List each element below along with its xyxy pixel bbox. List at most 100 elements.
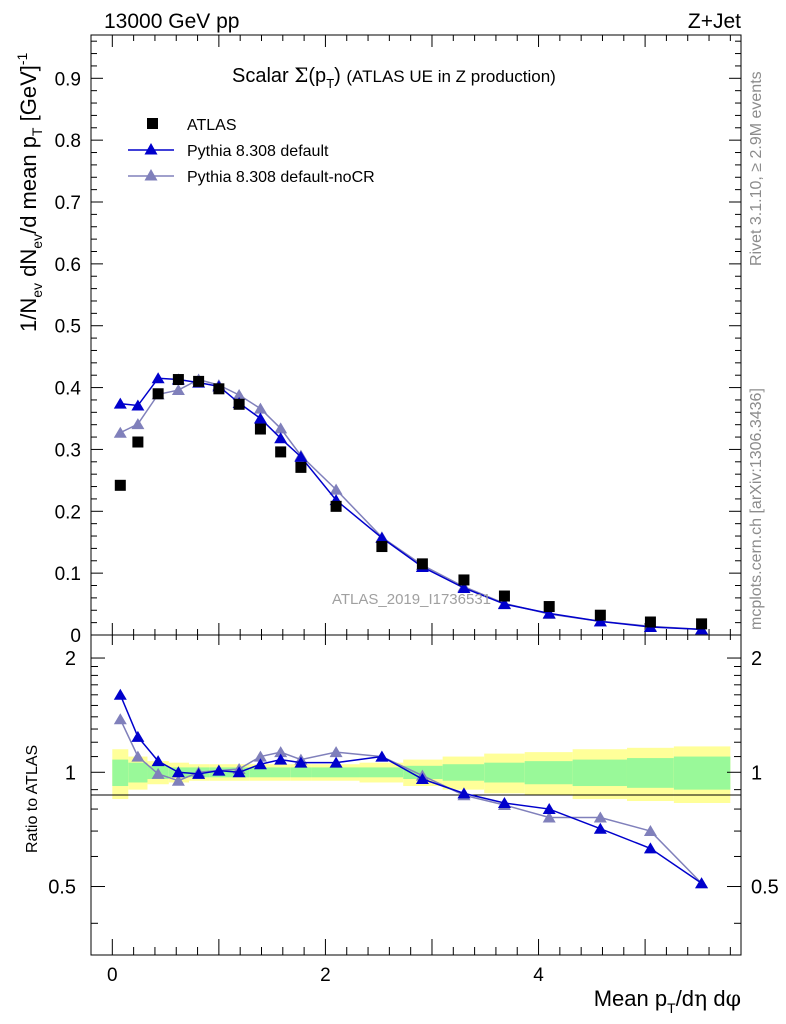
ratio-nocr-point	[113, 713, 127, 725]
band-inner-segment	[128, 762, 148, 783]
main-y-axis-label: 1/Nev dNev/d mean pT [GeV]-1	[14, 52, 45, 332]
energy-label: 13000 GeV pp	[104, 10, 239, 33]
ratio-nocr-point	[151, 767, 165, 779]
ratio-nocr-point	[643, 825, 657, 837]
main-y-tick-label: 0.7	[55, 193, 81, 214]
ratio-default-point	[415, 773, 429, 785]
ratio-y-tick-label-right: 1	[751, 762, 762, 784]
ratio-default-point	[192, 767, 206, 779]
main-default-point	[131, 399, 145, 411]
main-y-tick-label: 0	[70, 626, 81, 647]
band-inner-segment	[290, 767, 312, 778]
band-inner-segment	[249, 767, 271, 778]
ratio-default-point	[457, 787, 471, 799]
main-atlas-point	[295, 461, 307, 473]
band-inner-segment	[311, 767, 360, 778]
ratio-nocr-point	[274, 746, 288, 758]
x-tick-label: 2	[320, 965, 331, 986]
main-atlas-point	[376, 541, 388, 553]
band-inner-segment	[112, 759, 129, 787]
main-atlas-point	[172, 374, 184, 386]
analysis-watermark: ATLAS_2019_I1736531	[332, 591, 491, 608]
legend: ATLAS Pythia 8.308 default Pythia 8.308 …	[128, 117, 375, 186]
x-tick-label: 0	[107, 965, 118, 986]
main-atlas-point	[132, 436, 144, 448]
ratio-y-tick-label: 0.5	[48, 877, 76, 899]
process-label: Z+Jet	[688, 10, 741, 33]
ratio-y-tick-label: 1	[65, 762, 76, 784]
main-y-tick-label: 0.6	[55, 255, 81, 276]
band-inner-segment	[673, 756, 731, 790]
ratio-default-point	[131, 730, 145, 742]
main-default-point	[253, 412, 267, 424]
main-y-tick-label: 0.9	[55, 69, 81, 90]
main-atlas-point	[193, 375, 205, 387]
ratio-nocr-line	[119, 718, 703, 884]
ratio-y-tick-label: 2	[65, 648, 76, 670]
rivet-version-label: Rivet 3.1.10, ≥ 2.9M events	[748, 71, 765, 266]
main-nocr-point	[253, 402, 267, 414]
main-chart-title: Scalar Σ(pT) (ATLAS UE in Z production)	[232, 63, 556, 91]
ratio-default-point	[643, 842, 657, 854]
band-inner-segment	[524, 761, 573, 785]
main-default-point	[274, 432, 288, 444]
main-axes: 0 0.1 0.2 0.3 0.4 0.5 0.6 0.7 0.8 0.9	[55, 35, 741, 647]
ratio-default-point	[542, 803, 556, 815]
main-atlas-point	[644, 616, 656, 628]
ratio-nocr-point	[131, 750, 145, 762]
main-default-point	[497, 598, 511, 610]
ratio-default-point	[593, 822, 607, 834]
ratio-nocr-point	[542, 811, 556, 823]
band-inner-segment	[626, 758, 674, 788]
band-inner-segment	[359, 767, 404, 778]
mcplots-label: mcplots.cern.ch [arXiv:1306.3436]	[748, 388, 765, 630]
ratio-default-point	[695, 877, 709, 889]
ratio-nocr-point	[253, 750, 267, 762]
main-atlas-point	[233, 398, 245, 410]
ratio-default-point	[294, 756, 308, 768]
ratio-nocr-point	[329, 746, 343, 758]
band-inner-segment	[270, 767, 291, 778]
ratio-nocr-point	[171, 774, 185, 786]
legend-nocr-label: Pythia 8.308 default-noCR	[187, 169, 375, 186]
main-default-point	[375, 531, 389, 543]
band-inner-segment	[484, 762, 525, 783]
main-y-tick-label: 0.1	[55, 564, 81, 585]
main-y-tick-label: 0.5	[55, 317, 81, 338]
ratio-default-point	[113, 688, 127, 700]
ratio-default-point	[274, 753, 288, 765]
main-nocr-point	[274, 422, 288, 434]
main-default-point	[542, 607, 556, 619]
main-nocr-point	[171, 384, 185, 396]
x-tick-label: 4	[533, 965, 544, 986]
ratio-default-point	[212, 764, 226, 776]
main-default-point	[593, 615, 607, 627]
ratio-y-tick-label-right: 0.5	[751, 877, 779, 899]
ratio-default-point	[171, 766, 185, 778]
x-axis-label: Mean pT/dη dφ	[594, 986, 741, 1016]
main-atlas-point	[114, 479, 126, 491]
main-default-point	[457, 581, 471, 593]
ratio-y-tick-label-right: 2	[751, 648, 762, 670]
main-nocr-point	[113, 426, 127, 438]
ratio-default-point	[329, 756, 343, 768]
main-y-tick-label: 0.2	[55, 502, 81, 523]
legend-atlas-marker	[147, 118, 158, 129]
ratio-y-axis-label: Ratio to ATLAS	[24, 745, 41, 853]
legend-nocr-marker	[144, 169, 158, 181]
ratio-default-point	[253, 758, 267, 770]
main-nocr-point	[131, 418, 145, 430]
main-atlas-point	[543, 601, 555, 613]
main-atlas-point	[498, 590, 510, 602]
ratio-nocr-point	[593, 811, 607, 823]
ratio-axes: 0 2 4 0.5 0.5 1 1 2 2	[48, 635, 779, 986]
main-y-tick-label: 0.8	[55, 131, 81, 152]
ratio-default-point	[497, 796, 511, 808]
main-atlas-point	[213, 383, 225, 395]
main-y-tick-label: 0.3	[55, 440, 81, 461]
main-atlas-point	[458, 574, 470, 586]
main-default-point	[151, 372, 165, 384]
main-default-point	[294, 450, 308, 462]
main-default-point	[113, 397, 127, 409]
